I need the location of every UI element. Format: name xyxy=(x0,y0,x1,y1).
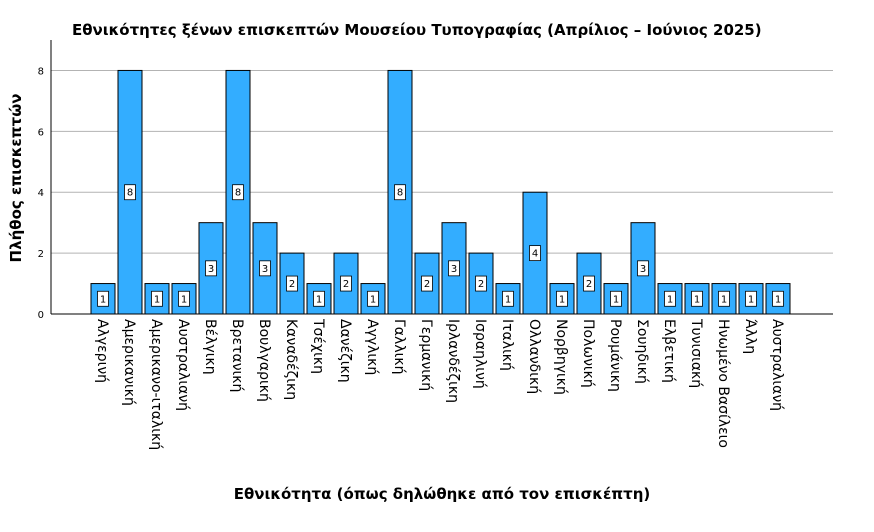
data-label-box xyxy=(502,290,514,307)
x-tick-label: Ολλανδική xyxy=(526,319,542,394)
tick-labels: 0 2 4 6 8 Αλγερινή Αμερικανική Αμερικανο-ιταλικ… xyxy=(38,66,785,450)
x-tick-label: Αμερικανική xyxy=(121,319,137,406)
chart-title: Εθνικότητες ξένων επισκεπτών Μουσείου Τυ… xyxy=(72,21,762,39)
data-label: 4 xyxy=(532,249,538,260)
x-tick-label: Ισραηλινή xyxy=(472,319,488,389)
data-label-box xyxy=(637,260,649,277)
data-label: 1 xyxy=(559,294,565,305)
data-label-box xyxy=(691,290,703,307)
x-tick-label: Σουηδική xyxy=(634,319,650,384)
x-tick-label: Ηνωμένο Βασίλειο xyxy=(715,319,731,448)
data-label: 8 xyxy=(235,188,241,199)
data-label-box xyxy=(421,275,433,292)
x-tick-label: Αυστραλιανή xyxy=(769,319,785,411)
x-tick-label: Αλγερινή xyxy=(94,319,110,383)
data-label-box xyxy=(610,290,622,307)
data-label-box xyxy=(367,290,379,307)
data-label-box xyxy=(205,260,217,277)
data-label: 2 xyxy=(289,279,295,290)
x-tick-label: Πολωνική xyxy=(580,319,596,388)
data-label-box xyxy=(178,290,190,307)
data-label-box xyxy=(97,290,109,307)
x-tick-label: Ρουμάνικη xyxy=(607,319,623,392)
data-label-box xyxy=(772,290,784,307)
data-label: 2 xyxy=(586,279,592,290)
x-tick-label: Γερμανική xyxy=(418,319,434,391)
x-tick-label: Δανέζικη xyxy=(337,319,353,383)
data-label: 3 xyxy=(451,264,457,275)
data-label-box xyxy=(124,184,136,201)
data-label-box xyxy=(448,260,460,277)
data-label: 3 xyxy=(640,264,646,275)
bar xyxy=(495,283,521,315)
data-label: 2 xyxy=(424,279,430,290)
data-label: 1 xyxy=(613,294,619,305)
data-label: 3 xyxy=(208,264,214,275)
bar xyxy=(360,283,386,315)
data-label-box xyxy=(151,290,163,307)
x-tick-label: Αυστραλιανή xyxy=(175,319,191,411)
x-tick-label: Τσέχικη xyxy=(310,318,326,374)
data-label: 1 xyxy=(694,294,700,305)
axes xyxy=(50,40,833,315)
data-label: 1 xyxy=(100,294,106,305)
data-label-box xyxy=(475,275,487,292)
data-label: 1 xyxy=(775,294,781,305)
x-tick-label: Τυνισιακή xyxy=(688,318,704,388)
data-label: 1 xyxy=(370,294,376,305)
y-tick-label: 8 xyxy=(38,66,44,77)
x-tick-label: Ελβετική xyxy=(661,319,677,383)
x-tick-label: Νορβηγική xyxy=(553,319,569,395)
x-tick-label: Ιταλική xyxy=(499,319,515,371)
x-tick-label: Βρετανική xyxy=(229,319,245,392)
x-tick-label: Γαλλική xyxy=(391,319,407,374)
data-label: 1 xyxy=(721,294,727,305)
x-tick-label: Βουλγαρική xyxy=(256,319,272,402)
data-label-box xyxy=(556,290,568,307)
data-label-box xyxy=(718,290,730,307)
data-label: 8 xyxy=(397,188,403,199)
data-label-box xyxy=(529,245,541,262)
data-label-box xyxy=(232,184,244,201)
data-label: 1 xyxy=(181,294,187,305)
bar xyxy=(144,283,170,315)
data-label: 1 xyxy=(667,294,673,305)
y-tick-label: 4 xyxy=(38,188,44,199)
data-label-box xyxy=(259,260,271,277)
data-label-box xyxy=(340,275,352,292)
y-tick-label: 6 xyxy=(38,127,44,138)
data-label: 3 xyxy=(262,264,268,275)
data-label-box xyxy=(394,184,406,201)
data-label: 2 xyxy=(478,279,484,290)
data-label-box xyxy=(745,290,757,307)
x-tick-label: Αγγλική xyxy=(364,319,380,375)
data-label: 1 xyxy=(748,294,754,305)
x-tick-label: Αμερικανο-ιταλική xyxy=(148,319,164,450)
x-tick-label: Ιρλανδέζικη xyxy=(445,319,461,403)
data-label: 1 xyxy=(154,294,160,305)
y-tick-label: 0 xyxy=(38,310,44,321)
x-axis-title: Εθνικότητα (όπως δηλώθηκε από τον επισκέ… xyxy=(234,485,651,503)
x-tick-label: Καναδέζικη xyxy=(283,319,299,400)
data-label-box xyxy=(583,275,595,292)
data-label-box xyxy=(664,290,676,307)
y-axis-title: Πλήθος επισκεπτών xyxy=(7,94,25,263)
x-tick-label: Άλλη xyxy=(742,319,758,354)
data-label-box xyxy=(313,290,325,307)
data-label: 1 xyxy=(505,294,511,305)
data-label: 8 xyxy=(127,188,133,199)
y-tick-label: 2 xyxy=(38,249,44,260)
data-label: 1 xyxy=(316,294,322,305)
data-label-box xyxy=(286,275,298,292)
x-tick-label: Βέλγικη xyxy=(202,319,218,375)
data-label: 2 xyxy=(343,279,349,290)
